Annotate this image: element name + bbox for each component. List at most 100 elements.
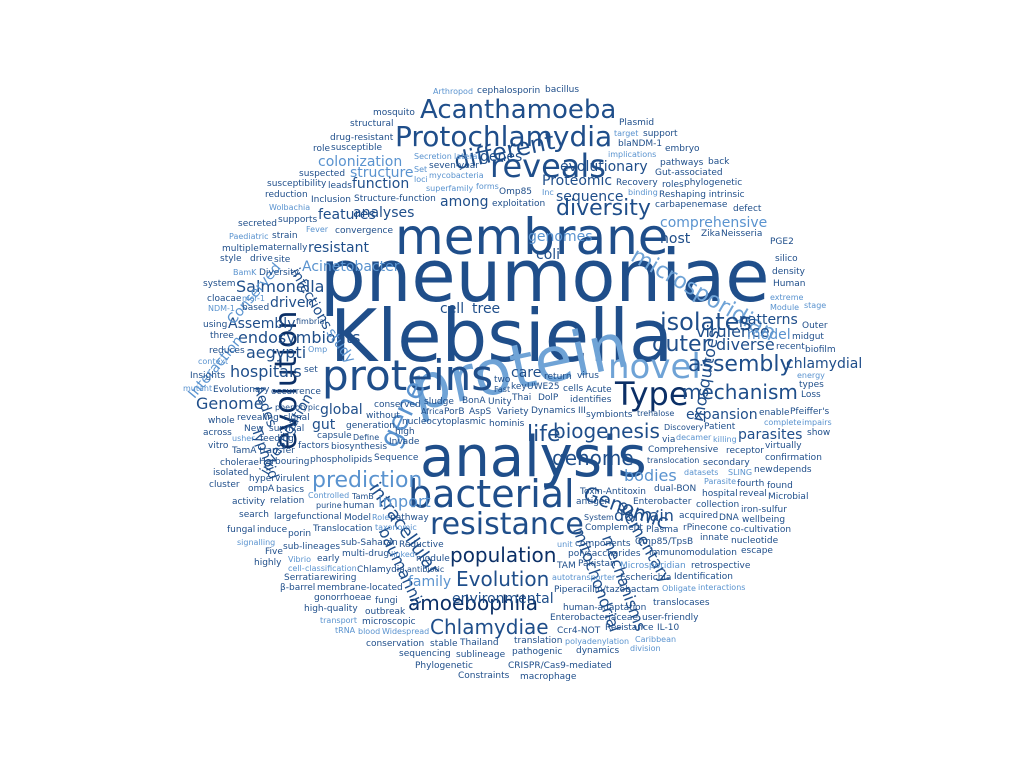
- word-africa: Africa: [421, 407, 444, 416]
- word-tamb: TamB: [352, 492, 374, 501]
- word-antibiotic: antibiotic: [407, 565, 445, 574]
- word-high: high: [395, 427, 415, 437]
- word-lateral: lateral: [454, 152, 480, 161]
- word-iii: III: [578, 406, 586, 416]
- word-translation: translation: [514, 636, 563, 646]
- word-toxin-antitoxin: Toxin-Antitoxin: [580, 487, 646, 497]
- word-fungi: fungi: [375, 596, 398, 606]
- word-strain: strain: [272, 231, 298, 241]
- word-taxonomic: taxonomic: [375, 523, 417, 532]
- word-susceptibility: susceptibility: [267, 179, 327, 189]
- word-family: family: [408, 574, 452, 590]
- word-convergence: convergence: [335, 226, 394, 236]
- word-bamk: BamK: [233, 268, 257, 277]
- word-outer: Outer: [802, 321, 828, 331]
- word-environmental: environmental: [452, 591, 554, 607]
- word-chlamydiae: Chlamydiae: [430, 615, 549, 639]
- word-back: back: [708, 157, 730, 167]
- word-reduction: reduction: [265, 190, 308, 200]
- word-recent: recent: [776, 342, 805, 352]
- word-new: New: [244, 424, 264, 434]
- word-stage: stage: [804, 301, 827, 310]
- word-multi-drug: multi-drug: [342, 549, 390, 559]
- word-occurrence: occurrence: [271, 387, 321, 397]
- word-fast: Fast: [494, 385, 511, 394]
- word-search: search: [239, 510, 269, 520]
- word-constraints: Constraints: [458, 671, 510, 681]
- word-dolp: DolP: [538, 393, 559, 403]
- word-cholerae: cholerae: [220, 458, 259, 468]
- word-user-friendly: user-friendly: [642, 613, 699, 623]
- word-discovery: Discovery: [664, 423, 704, 432]
- word-biofilm: biofilm: [805, 345, 836, 355]
- word-acute: Acute: [586, 385, 612, 395]
- word-set: Set: [414, 165, 428, 174]
- word-cephalosporin: cephalosporin: [477, 86, 541, 96]
- word-mechanism: mechanism: [682, 380, 798, 404]
- word-obligate: Obligate: [662, 584, 696, 593]
- word-invade: Invade: [389, 437, 420, 447]
- word-sludge: sludge: [424, 397, 454, 407]
- word-plasma: Plasma: [646, 525, 679, 535]
- word-identification: Identification: [674, 572, 734, 582]
- word-three: three: [210, 331, 234, 341]
- word-rewiring: rewiring: [320, 573, 357, 583]
- word-tree: tree: [472, 301, 501, 317]
- word-il-10: IL-10: [657, 623, 680, 633]
- word-expansion: expansion: [686, 407, 758, 423]
- word-extreme: extreme: [770, 293, 804, 302]
- word-revealing: revealing: [237, 413, 279, 423]
- word-support: support: [643, 129, 678, 139]
- word-basics: basics: [276, 485, 305, 495]
- word-drive: drive: [250, 254, 273, 264]
- word-receptor: receptor: [726, 446, 764, 456]
- word-microbial: Microbial: [768, 492, 809, 502]
- word-density: density: [772, 267, 805, 277]
- word-microscopic: microscopic: [362, 617, 416, 627]
- word-style: style: [220, 254, 242, 264]
- word-nucleocytoplasmic: nucleocytoplasmic: [402, 417, 486, 427]
- word-tama-transfer: TamA transfer: [232, 446, 295, 456]
- word-insights: Insights: [190, 371, 226, 381]
- word-isolates: isolates: [660, 308, 752, 336]
- word-comprehensive: comprehensive: [660, 215, 768, 231]
- word-macrophage: macrophage: [520, 672, 577, 682]
- word-immunomodulation: immunomodulation: [649, 548, 737, 558]
- word-capsule: capsule: [317, 431, 352, 441]
- word-high-quality: high-quality: [304, 604, 358, 614]
- word-via: via: [662, 435, 676, 445]
- word-acinetobacter: Acinetobacter: [302, 259, 400, 275]
- word-mycobacteria: mycobacteria: [429, 171, 484, 180]
- word-feeding: feeding: [260, 434, 294, 444]
- word-phenotypic: phenotypic: [275, 403, 320, 412]
- word-loss: Loss: [801, 390, 821, 400]
- word-acquired: acquired: [679, 511, 719, 521]
- word-implications: implications: [608, 150, 657, 159]
- word-pfeiffer-s: Pfeiffer's: [790, 407, 830, 417]
- word-care: care: [511, 365, 542, 381]
- word-microsporidian: Microsporidian: [620, 561, 686, 571]
- word-klebsiella: Klebsiella: [330, 294, 674, 378]
- word-rpinecone: rPinecone: [683, 523, 728, 533]
- word-porb: PorB: [444, 407, 465, 417]
- word-stable: stable: [430, 639, 458, 649]
- word-role: Role: [372, 513, 390, 522]
- word-return: return: [544, 372, 572, 382]
- word-diverse: diverse: [716, 335, 775, 354]
- word-classification: classification: [305, 564, 357, 573]
- word-phylogenetic: phylogenetic: [684, 178, 743, 188]
- word-endosymbionts: endosymbionts: [238, 328, 361, 347]
- word-porin: porin: [288, 529, 312, 539]
- word-pathogenic: pathogenic: [512, 647, 563, 657]
- word-escape: escape: [741, 546, 773, 556]
- word-bodies: bodies: [624, 466, 677, 485]
- word-proteomic: Proteomic: [542, 173, 613, 189]
- word-genes: genes: [480, 149, 523, 165]
- word-sequence: Sequence: [374, 453, 419, 463]
- word-early: early: [317, 554, 340, 564]
- word-dna: DNA: [719, 513, 739, 523]
- word-reductive: Reductive: [399, 540, 444, 550]
- word-polyadenylation: polyadenylation: [565, 637, 630, 646]
- word-analyses: analyses: [353, 205, 415, 221]
- word-resistant: resistant: [308, 240, 369, 256]
